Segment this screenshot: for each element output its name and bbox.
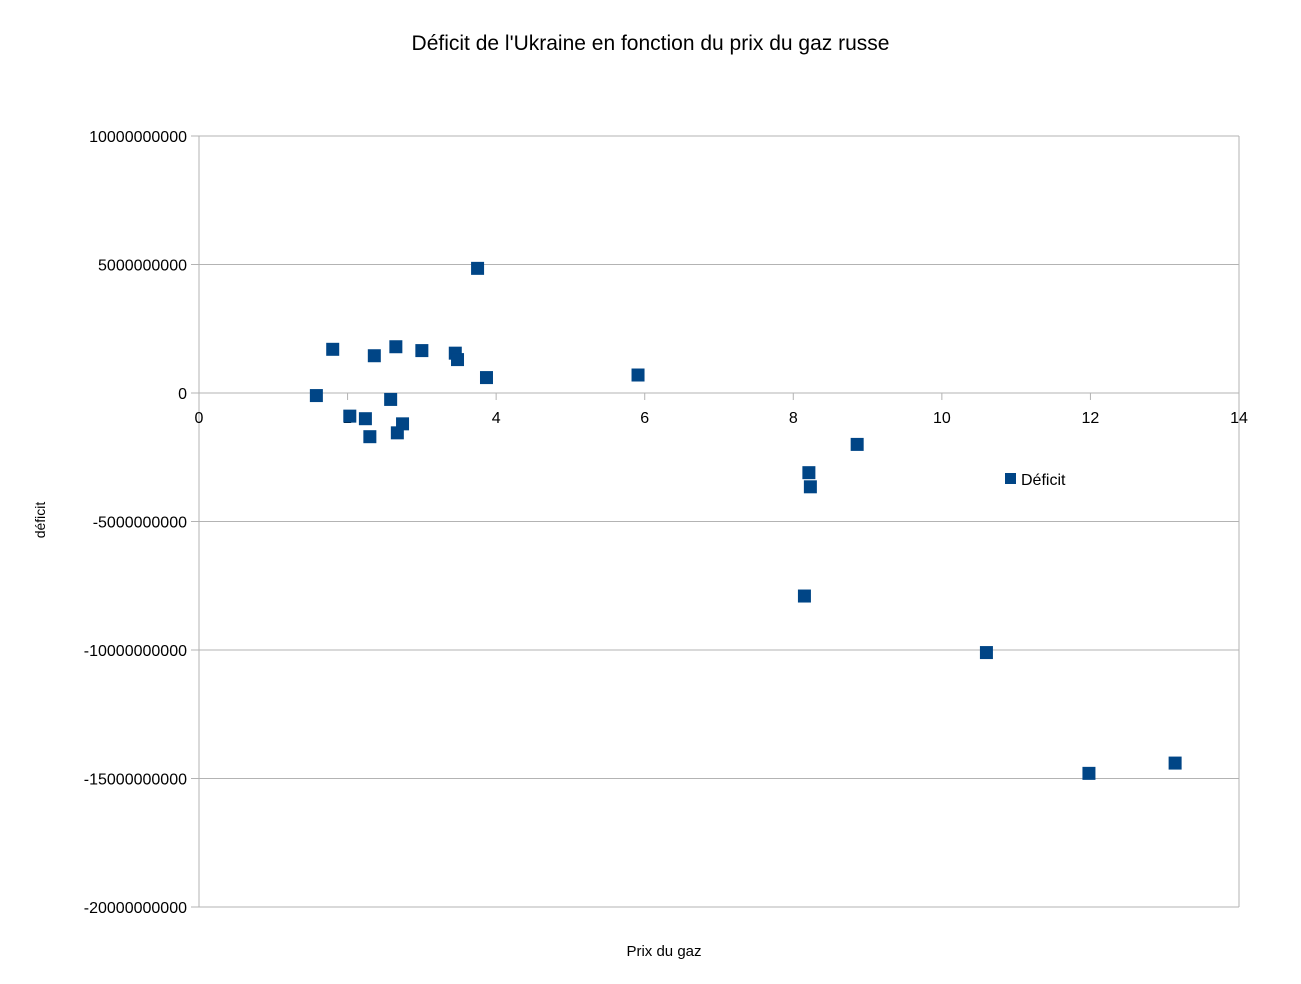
- x-tick-label: 14: [1230, 410, 1248, 427]
- y-tick-label: -10000000000: [84, 643, 187, 660]
- y-tick-label: -20000000000: [84, 900, 187, 917]
- y-tick-label: 0: [178, 386, 187, 403]
- data-point: [309, 389, 323, 403]
- x-tick-label: 4: [492, 410, 501, 427]
- data-point: [1168, 756, 1182, 770]
- y-tick-label: -5000000000: [93, 515, 187, 532]
- data-point: [802, 466, 816, 480]
- data-point: [451, 353, 465, 367]
- y-tick-label: 10000000000: [89, 129, 187, 146]
- legend-label: Déficit: [1021, 472, 1066, 489]
- legend-marker: [1005, 473, 1016, 484]
- y-axis-label: déficit: [32, 501, 48, 539]
- y-tick-label: -15000000000: [84, 772, 187, 789]
- x-tick-label: 10: [933, 410, 951, 427]
- data-point: [797, 589, 811, 603]
- data-point: [343, 409, 357, 423]
- x-tick-label: 6: [640, 410, 649, 427]
- data-point: [803, 480, 817, 494]
- data-point: [479, 371, 493, 385]
- chart-title: Déficit de l'Ukraine en fonction du prix…: [411, 32, 890, 55]
- x-tick-label: 8: [789, 410, 798, 427]
- data-point: [979, 646, 993, 660]
- x-tick-label: 12: [1082, 410, 1100, 427]
- data-point: [471, 261, 485, 275]
- data-point: [396, 417, 410, 431]
- data-point: [415, 344, 429, 358]
- data-point: [367, 349, 381, 363]
- y-tick-label: 5000000000: [98, 258, 187, 275]
- data-point: [389, 340, 403, 354]
- x-tick-label: 0: [195, 410, 204, 427]
- data-point: [326, 342, 340, 356]
- data-point: [358, 412, 372, 426]
- data-point: [1082, 766, 1096, 780]
- data-point: [631, 368, 645, 382]
- data-point: [363, 430, 377, 444]
- data-point: [384, 392, 398, 406]
- x-axis-label: Prix du gaz: [626, 943, 702, 960]
- data-point: [850, 437, 864, 451]
